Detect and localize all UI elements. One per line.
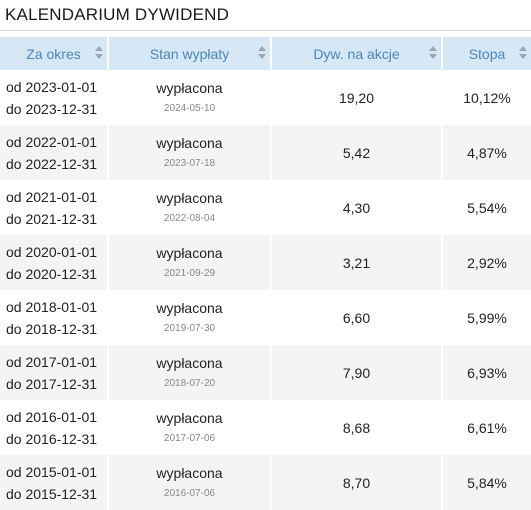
payout-status: wypłacona <box>156 300 223 316</box>
status-cell: wypłacona 2017-07-06 <box>108 400 272 455</box>
table-row: od 2015-01-01 do 2015-12-31 wypłacona 2016-… <box>0 455 531 510</box>
period-from: od 2016-01-01 <box>6 408 98 425</box>
payout-date: 2019-07-30 <box>163 323 216 334</box>
period-from: od 2015-01-01 <box>6 463 98 480</box>
column-header-status[interactable]: Stan wypłaty <box>108 37 272 70</box>
column-header-label: Stan wypłaty <box>149 45 230 62</box>
dividend-yield: 5,84% <box>467 474 507 491</box>
sort-icon[interactable] <box>95 46 103 60</box>
period-from: od 2022-01-01 <box>6 133 98 150</box>
status-cell: wypłacona 2019-07-30 <box>108 290 272 345</box>
payout-date: 2018-07-20 <box>163 378 216 389</box>
table-row: od 2017-01-01 do 2017-12-31 wypłacona 2018-… <box>0 345 531 400</box>
dividend-yield: 10,12% <box>463 89 511 106</box>
status-cell: wypłacona 2024-05-10 <box>108 70 272 125</box>
sort-icon[interactable] <box>519 46 527 60</box>
dividend-per-share: 5,42 <box>271 125 443 180</box>
dividend-per-share: 7,90 <box>271 345 443 400</box>
payout-status: wypłacona <box>156 410 223 426</box>
payout-status: wypłacona <box>156 355 223 371</box>
period-cell: od 2020-01-01 do 2020-12-31 <box>0 235 109 290</box>
period-from: od 2018-01-01 <box>6 298 98 315</box>
column-header-period[interactable]: Za okres <box>0 37 109 70</box>
payout-date: 2021-09-29 <box>163 268 216 279</box>
period-cell: od 2017-01-01 do 2017-12-31 <box>0 345 109 400</box>
payout-date: 2023-07-18 <box>163 158 216 169</box>
payout-status: wypłacona <box>156 465 223 481</box>
dividend-yield: 5,54% <box>467 199 507 216</box>
column-header-yield[interactable]: Stopa <box>442 37 531 70</box>
dividend-yield: 6,61% <box>467 419 507 436</box>
period-to: do 2015-12-31 <box>6 485 98 502</box>
period-to: do 2018-12-31 <box>6 320 98 337</box>
payout-date: 2022-08-04 <box>163 213 216 224</box>
period-from: od 2023-01-01 <box>6 78 98 95</box>
payout-status: wypłacona <box>156 190 223 206</box>
column-header-label: Dyw. na akcje <box>313 45 400 62</box>
table-row: od 2020-01-01 do 2020-12-31 wypłacona 2021-… <box>0 235 531 290</box>
status-cell: wypłacona 2021-09-29 <box>108 235 272 290</box>
page-title: KALENDARIUM DYWIDEND <box>0 0 531 31</box>
sort-icon[interactable] <box>429 46 437 60</box>
period-to: do 2022-12-31 <box>6 155 98 172</box>
dividend-per-share: 8,70 <box>271 455 443 510</box>
status-cell: wypłacona 2018-07-20 <box>108 345 272 400</box>
status-cell: wypłacona 2023-07-18 <box>108 125 272 180</box>
period-to: do 2023-12-31 <box>6 100 98 117</box>
payout-status: wypłacona <box>156 80 223 96</box>
dividend-per-share: 4,30 <box>271 180 443 235</box>
status-cell: wypłacona 2022-08-04 <box>108 180 272 235</box>
table-row: od 2016-01-01 do 2016-12-31 wypłacona 2017-… <box>0 400 531 455</box>
table-row: od 2023-01-01 do 2023-12-31 wypłacona 2024-… <box>0 70 531 125</box>
period-to: do 2017-12-31 <box>6 375 98 392</box>
column-header-label: Stopa <box>468 45 506 62</box>
period-cell: od 2023-01-01 do 2023-12-31 <box>0 70 109 125</box>
period-from: od 2017-01-01 <box>6 353 98 370</box>
dividend-yield: 2,92% <box>467 254 507 271</box>
period-cell: od 2021-01-01 do 2021-12-31 <box>0 180 109 235</box>
table-row: od 2021-01-01 do 2021-12-31 wypłacona 2022-… <box>0 180 531 235</box>
period-cell: od 2018-01-01 do 2018-12-31 <box>0 290 109 345</box>
payout-date: 2017-07-06 <box>163 433 216 444</box>
dividend-yield: 4,87% <box>467 144 507 161</box>
payout-status: wypłacona <box>156 245 223 261</box>
payout-date: 2016-07-06 <box>163 488 216 499</box>
status-cell: wypłacona 2016-07-06 <box>108 455 272 510</box>
period-to: do 2016-12-31 <box>6 430 98 447</box>
period-to: do 2021-12-31 <box>6 210 98 227</box>
column-header-label: Za okres <box>26 45 81 62</box>
dividend-yield: 6,93% <box>467 364 507 381</box>
period-from: od 2021-01-01 <box>6 188 98 205</box>
sort-icon[interactable] <box>258 46 266 60</box>
column-header-dividend[interactable]: Dyw. na akcje <box>271 37 443 70</box>
period-to: do 2020-12-31 <box>6 265 98 282</box>
table-row: od 2022-01-01 do 2022-12-31 wypłacona 2023-… <box>0 125 531 180</box>
table-header-row: Za okres Stan wypłaty Dyw. na akcje Stop… <box>0 37 531 70</box>
dividend-per-share: 6,60 <box>271 290 443 345</box>
dividend-per-share: 8,68 <box>271 400 443 455</box>
period-cell: od 2016-01-01 do 2016-12-31 <box>0 400 109 455</box>
table-row: od 2018-01-01 do 2018-12-31 wypłacona 2019-… <box>0 290 531 345</box>
payout-date: 2024-05-10 <box>163 103 216 114</box>
dividend-table: Za okres Stan wypłaty Dyw. na akcje Stop… <box>0 37 531 510</box>
dividend-yield: 5,99% <box>467 309 507 326</box>
period-from: od 2020-01-01 <box>6 243 98 260</box>
dividend-per-share: 19,20 <box>271 70 443 125</box>
period-cell: od 2015-01-01 do 2015-12-31 <box>0 455 109 510</box>
dividend-per-share: 3,21 <box>271 235 443 290</box>
payout-status: wypłacona <box>156 135 223 151</box>
period-cell: od 2022-01-01 do 2022-12-31 <box>0 125 109 180</box>
